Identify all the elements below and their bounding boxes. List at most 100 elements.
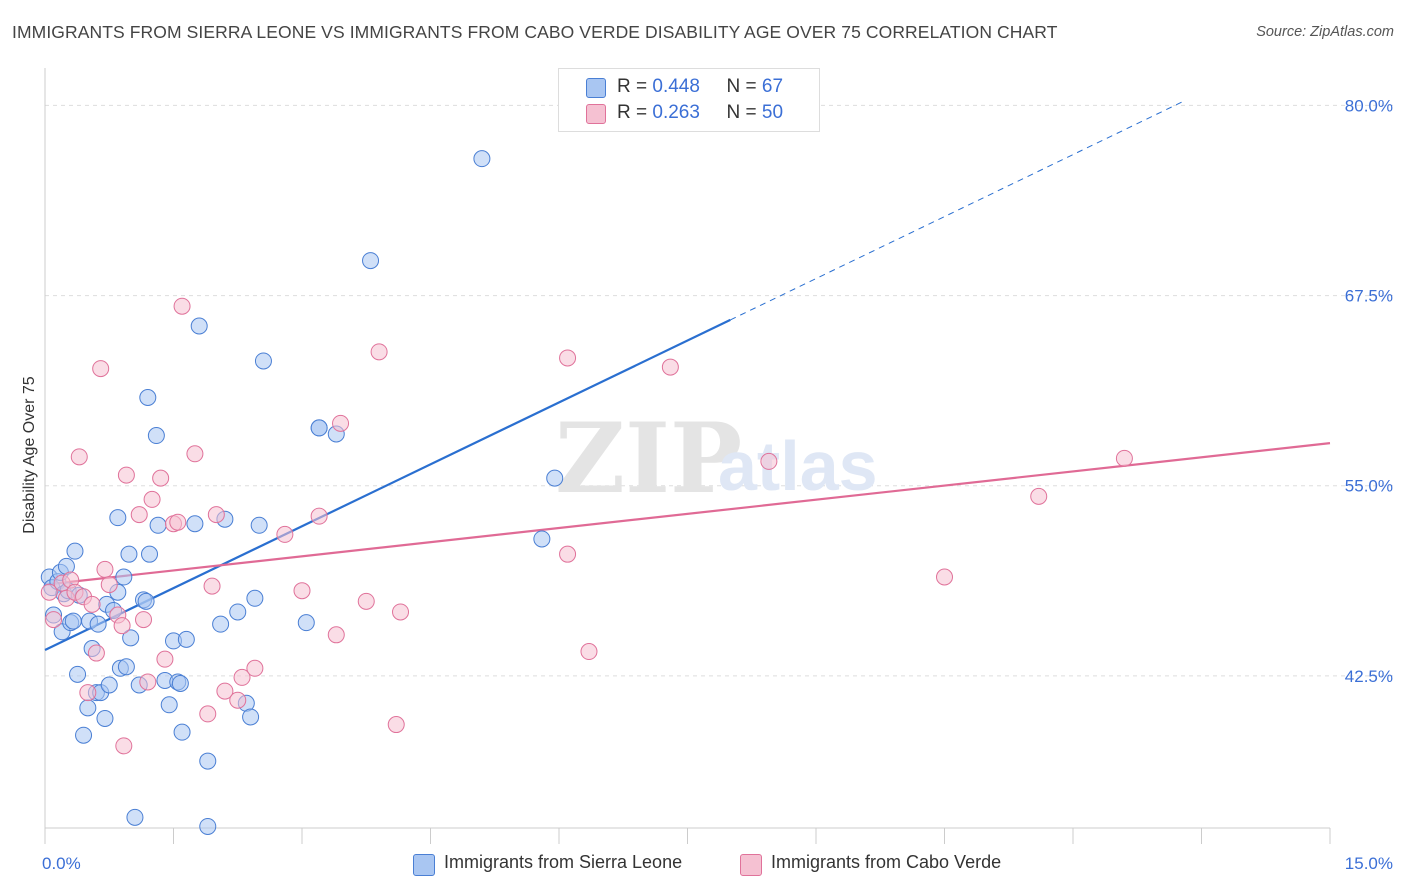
point-cabo-verde bbox=[70, 448, 88, 466]
point-sierra-leone bbox=[186, 515, 204, 533]
point-cabo-verde bbox=[152, 469, 170, 487]
point-cabo-verde bbox=[310, 507, 328, 525]
y-axis-label: Disability Age Over 75 bbox=[21, 376, 38, 534]
point-cabo-verde bbox=[229, 691, 247, 709]
point-sierra-leone bbox=[297, 614, 315, 632]
point-sierra-leone bbox=[177, 630, 195, 648]
point-cabo-verde bbox=[357, 592, 375, 610]
point-sierra-leone bbox=[109, 509, 127, 527]
point-sierra-leone bbox=[137, 592, 155, 610]
point-sierra-leone bbox=[75, 726, 93, 744]
watermark-atlas: atlas bbox=[718, 427, 878, 505]
point-cabo-verde bbox=[216, 682, 234, 700]
point-cabo-verde bbox=[100, 576, 118, 594]
point-cabo-verde bbox=[370, 343, 388, 361]
trend-line-cabo-verde bbox=[44, 442, 1331, 586]
legend-swatch-cabo-verde bbox=[586, 104, 606, 124]
legend-n-value: 67 bbox=[761, 76, 784, 97]
point-cabo-verde bbox=[87, 644, 105, 662]
point-sierra-leone bbox=[160, 696, 178, 714]
chart-title: IMMIGRANTS FROM SIERRA LEONE VS IMMIGRAN… bbox=[12, 22, 1058, 42]
point-cabo-verde bbox=[580, 643, 598, 661]
point-sierra-leone bbox=[199, 752, 217, 770]
legend-r-label: R = bbox=[617, 76, 648, 97]
legend: R = 0.448 N = 67 R = 0.263 N = 50 bbox=[558, 68, 820, 132]
point-cabo-verde bbox=[233, 668, 251, 686]
point-sierra-leone bbox=[122, 629, 140, 647]
legend-n-label: N = bbox=[726, 76, 757, 97]
point-cabo-verde bbox=[1030, 487, 1048, 505]
point-cabo-verde bbox=[207, 506, 225, 524]
point-sierra-leone bbox=[229, 603, 247, 621]
legend-row-cabo-verde: R = 0.263 N = 50 bbox=[617, 102, 783, 126]
legend-row-sierra-leone: R = 0.448 N = 67 bbox=[617, 76, 783, 100]
point-sierra-leone bbox=[199, 817, 217, 835]
point-cabo-verde bbox=[1115, 449, 1133, 467]
point-cabo-verde bbox=[83, 595, 101, 613]
point-cabo-verde bbox=[276, 525, 294, 543]
point-cabo-verde bbox=[760, 452, 778, 470]
legend-r-value: 0.263 bbox=[652, 102, 700, 123]
point-sierra-leone bbox=[149, 516, 167, 534]
bottom-legend-swatch-cabo-verde bbox=[740, 854, 762, 876]
point-cabo-verde bbox=[387, 716, 405, 734]
point-cabo-verde bbox=[40, 583, 58, 601]
point-sierra-leone bbox=[115, 568, 133, 586]
point-cabo-verde bbox=[293, 582, 311, 600]
point-cabo-verde bbox=[113, 617, 131, 635]
legend-swatch-sierra-leone bbox=[586, 78, 606, 98]
point-cabo-verde bbox=[117, 466, 135, 484]
source-label: Source: ZipAtlas.com bbox=[1256, 24, 1394, 40]
legend-r-value: 0.448 bbox=[652, 76, 700, 97]
bottom-legend-swatch-sierra-leone bbox=[413, 854, 435, 876]
point-sierra-leone bbox=[173, 723, 191, 741]
point-cabo-verde bbox=[135, 611, 153, 629]
point-sierra-leone bbox=[117, 658, 135, 676]
point-cabo-verde bbox=[169, 513, 187, 531]
y-tick-label: 67.5% bbox=[1345, 287, 1393, 306]
point-cabo-verde bbox=[936, 568, 953, 586]
y-tick-label: 42.5% bbox=[1345, 667, 1393, 686]
x-tick-label-min: 0.0% bbox=[42, 854, 81, 873]
point-sierra-leone bbox=[254, 352, 272, 370]
point-sierra-leone bbox=[64, 612, 82, 630]
point-sierra-leone bbox=[246, 589, 264, 607]
point-cabo-verde bbox=[45, 611, 63, 629]
bottom-legend-sierra-leone: Immigrants from Sierra Leone bbox=[444, 852, 683, 872]
trend-line-sierra-leone bbox=[44, 318, 731, 652]
y-tick-label: 55.0% bbox=[1345, 477, 1393, 496]
legend-n-value: 50 bbox=[761, 102, 784, 123]
watermark-zip: ZIP bbox=[555, 402, 742, 515]
point-cabo-verde bbox=[392, 603, 410, 621]
point-cabo-verde bbox=[661, 358, 679, 376]
point-sierra-leone bbox=[100, 676, 118, 694]
point-sierra-leone bbox=[473, 150, 491, 168]
point-sierra-leone bbox=[250, 516, 268, 534]
point-cabo-verde bbox=[130, 506, 148, 524]
point-cabo-verde bbox=[139, 673, 157, 691]
point-cabo-verde bbox=[143, 490, 161, 508]
point-sierra-leone bbox=[96, 709, 114, 727]
point-cabo-verde bbox=[173, 297, 191, 315]
point-sierra-leone bbox=[242, 708, 260, 726]
point-cabo-verde bbox=[199, 705, 217, 723]
point-sierra-leone bbox=[171, 674, 189, 692]
point-sierra-leone bbox=[66, 542, 84, 560]
point-cabo-verde bbox=[559, 349, 577, 367]
point-sierra-leone bbox=[310, 419, 328, 437]
point-sierra-leone bbox=[79, 699, 97, 717]
point-sierra-leone bbox=[147, 427, 165, 445]
point-cabo-verde bbox=[96, 560, 114, 578]
point-cabo-verde bbox=[79, 684, 97, 702]
legend-r-label: R = bbox=[617, 102, 648, 123]
point-cabo-verde bbox=[186, 445, 204, 463]
point-cabo-verde bbox=[559, 545, 577, 563]
point-cabo-verde bbox=[327, 626, 345, 644]
point-cabo-verde bbox=[92, 360, 110, 378]
y-tick-label: 80.0% bbox=[1345, 96, 1393, 115]
point-cabo-verde bbox=[246, 659, 264, 677]
point-cabo-verde bbox=[156, 650, 174, 668]
point-cabo-verde bbox=[332, 414, 350, 432]
point-sierra-leone bbox=[120, 545, 138, 563]
